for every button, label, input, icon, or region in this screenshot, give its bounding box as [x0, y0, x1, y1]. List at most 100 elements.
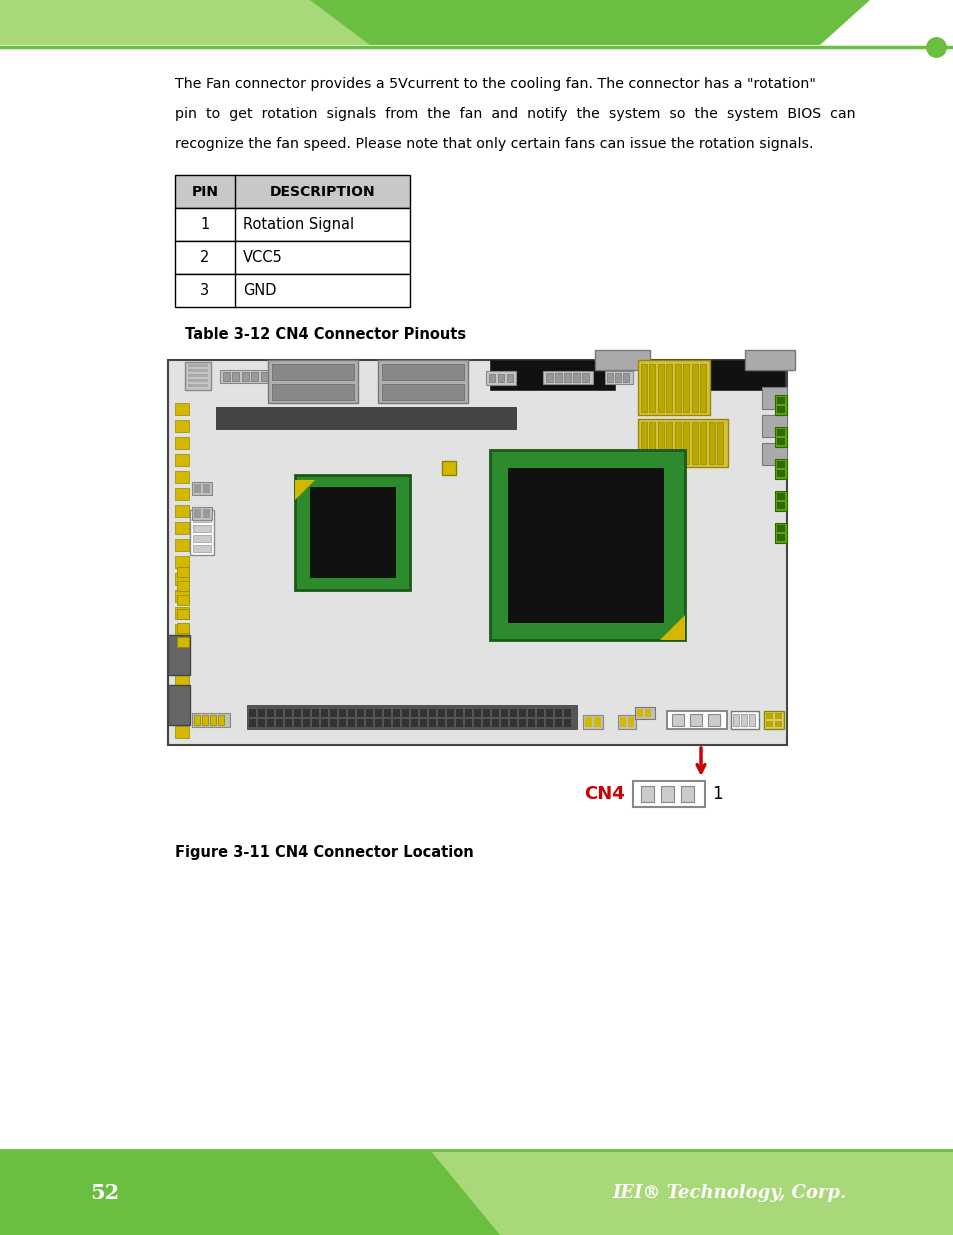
Bar	[174, 556, 189, 568]
Bar	[375, 719, 381, 727]
Bar	[419, 719, 427, 727]
Bar	[776, 525, 784, 532]
Bar	[776, 461, 784, 468]
Bar	[249, 709, 255, 718]
Bar	[429, 719, 436, 727]
Text: GND: GND	[243, 283, 276, 298]
Bar	[393, 719, 399, 727]
Bar	[497, 374, 503, 382]
Bar	[675, 422, 680, 464]
Bar	[330, 709, 336, 718]
Bar	[177, 637, 189, 647]
Bar	[776, 471, 784, 477]
Bar	[563, 709, 571, 718]
Text: 2: 2	[200, 249, 210, 266]
Bar	[330, 719, 336, 727]
Bar	[537, 719, 543, 727]
Bar	[582, 715, 602, 729]
Bar	[638, 419, 727, 467]
Bar	[384, 709, 391, 718]
Bar	[604, 370, 633, 384]
Bar	[691, 422, 698, 464]
Bar	[622, 373, 628, 382]
Bar	[765, 713, 772, 719]
Bar	[312, 709, 318, 718]
Bar	[375, 709, 381, 718]
Bar	[464, 709, 472, 718]
Bar	[765, 721, 772, 727]
Bar	[555, 373, 561, 382]
Bar	[220, 370, 272, 383]
Bar	[485, 370, 516, 385]
Bar	[658, 364, 663, 412]
Bar	[510, 719, 517, 727]
Bar	[717, 422, 722, 464]
Bar	[174, 241, 410, 274]
Bar	[649, 422, 655, 464]
Bar	[618, 715, 636, 729]
Bar	[666, 422, 672, 464]
Bar	[275, 709, 283, 718]
Bar	[275, 719, 283, 727]
Bar	[507, 468, 662, 622]
Text: 3: 3	[200, 283, 210, 298]
Bar	[545, 719, 553, 727]
Bar	[174, 454, 189, 466]
Bar	[252, 372, 258, 382]
Bar	[210, 715, 215, 725]
Bar	[320, 719, 328, 727]
Bar	[193, 525, 211, 532]
Polygon shape	[0, 0, 430, 44]
Text: The Fan connector provides a 5Vcurrent to the cooling fan. The connector has a ": The Fan connector provides a 5Vcurrent t…	[174, 77, 815, 91]
Text: VCC5: VCC5	[243, 249, 282, 266]
Bar	[563, 719, 571, 727]
Bar	[500, 719, 507, 727]
Bar	[700, 364, 706, 412]
Bar	[168, 635, 190, 676]
Bar	[482, 709, 490, 718]
Bar	[776, 501, 784, 509]
Bar	[740, 714, 746, 726]
Bar	[730, 711, 759, 729]
Bar	[310, 487, 395, 577]
Bar	[312, 719, 318, 727]
Bar	[594, 718, 600, 727]
Bar	[437, 709, 444, 718]
Bar	[168, 685, 190, 725]
Bar	[518, 719, 525, 727]
Bar	[573, 373, 579, 382]
Polygon shape	[294, 480, 314, 500]
Bar	[627, 718, 634, 727]
Bar	[401, 719, 409, 727]
Bar	[338, 709, 346, 718]
Bar	[202, 715, 208, 725]
Bar	[193, 715, 200, 725]
Text: 52: 52	[91, 1183, 119, 1203]
Text: recognize the fan speed. Please note that only certain fans can issue the rotati: recognize the fan speed. Please note tha…	[174, 137, 813, 151]
Bar	[774, 492, 786, 511]
Bar	[419, 709, 427, 718]
Bar	[177, 580, 189, 592]
Bar	[464, 719, 472, 727]
Bar	[174, 606, 189, 619]
Bar	[218, 715, 224, 725]
Bar	[401, 709, 409, 718]
Bar	[615, 373, 620, 382]
Bar	[188, 378, 208, 382]
Bar	[174, 538, 189, 551]
Bar	[732, 714, 739, 726]
Bar	[174, 420, 189, 432]
Bar	[257, 719, 265, 727]
Bar	[774, 522, 786, 543]
Bar	[518, 709, 525, 718]
Bar	[774, 427, 786, 447]
Bar	[356, 719, 364, 727]
Bar	[633, 781, 704, 806]
Bar	[190, 510, 213, 555]
Bar	[635, 706, 655, 719]
Bar	[666, 364, 672, 412]
Bar	[174, 726, 189, 739]
Bar	[384, 719, 391, 727]
Bar	[203, 509, 210, 517]
Bar	[174, 641, 189, 653]
